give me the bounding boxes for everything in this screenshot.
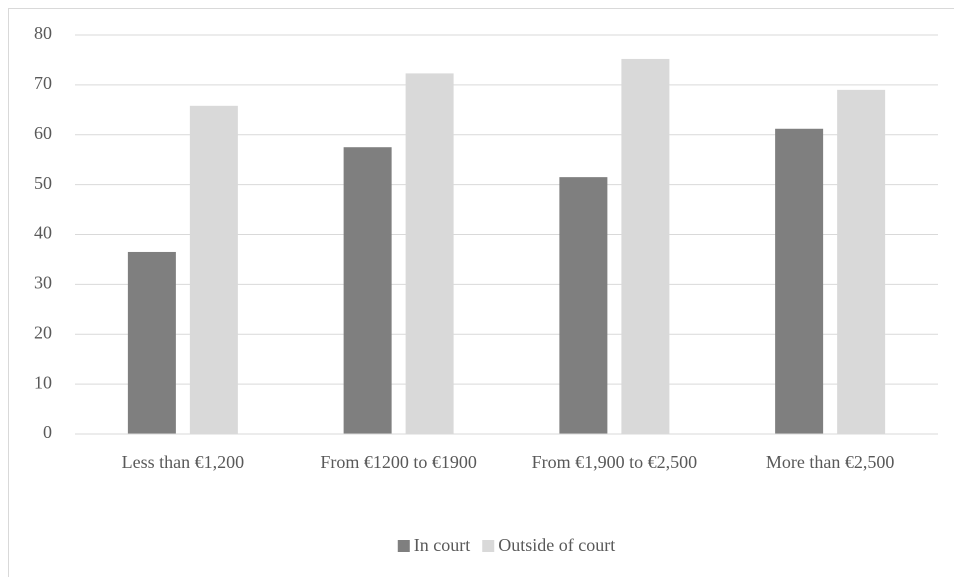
y-tick-label: 60 <box>34 123 52 143</box>
legend: In court Outside of court <box>397 535 615 555</box>
y-tick-label: 40 <box>34 223 52 243</box>
y-tick-label: 70 <box>34 73 52 93</box>
bar <box>127 251 176 434</box>
y-tick-label: 0 <box>43 422 52 442</box>
x-tick-label: More than €2,500 <box>766 452 894 472</box>
y-tick-label: 30 <box>34 273 52 293</box>
y-tick-label: 50 <box>34 173 52 193</box>
bar <box>775 128 824 434</box>
x-tick-label: Less than €1,200 <box>122 452 244 472</box>
bar <box>405 73 454 434</box>
bar <box>837 89 886 435</box>
x-tick-label: From €1,900 to €2,500 <box>532 452 698 472</box>
legend-label: Outside of court <box>498 535 615 555</box>
chart-border <box>8 8 954 577</box>
bar <box>189 105 238 434</box>
bar <box>343 147 392 434</box>
bar <box>621 58 670 434</box>
legend-label: In court <box>414 535 470 555</box>
legend-swatch <box>397 540 410 552</box>
y-tick-label: 20 <box>34 322 52 342</box>
y-tick-label: 80 <box>34 23 52 43</box>
y-tick-label: 10 <box>34 372 52 392</box>
x-tick-label: From €1200 to €1900 <box>320 452 477 472</box>
legend-swatch <box>482 540 495 552</box>
bar <box>559 177 608 435</box>
